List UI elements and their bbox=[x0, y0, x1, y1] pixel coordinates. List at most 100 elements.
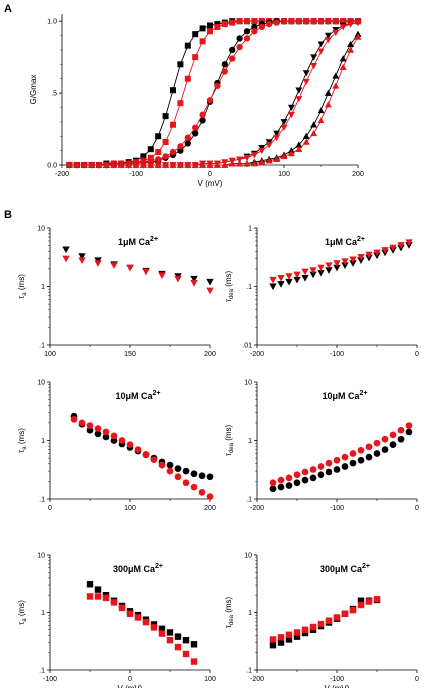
data-point bbox=[285, 482, 293, 489]
data-point bbox=[293, 271, 301, 279]
data-point bbox=[132, 161, 140, 168]
data-point bbox=[184, 134, 191, 141]
data-point bbox=[287, 104, 295, 111]
fit-line-black-triangle-up bbox=[69, 33, 359, 166]
data-point bbox=[229, 46, 236, 54]
y-tick-label: 1 bbox=[41, 284, 45, 291]
data-point bbox=[73, 161, 81, 168]
data-point bbox=[273, 19, 280, 26]
data-point bbox=[155, 156, 162, 163]
x-tick-label: -200 bbox=[250, 351, 264, 358]
data-point bbox=[206, 473, 214, 481]
data-point bbox=[349, 606, 357, 614]
data-point bbox=[295, 141, 303, 148]
data-point bbox=[155, 149, 162, 156]
data-point bbox=[285, 636, 293, 643]
series-red-square bbox=[269, 596, 381, 643]
data-point bbox=[389, 431, 397, 439]
data-point bbox=[317, 471, 325, 479]
data-point bbox=[295, 96, 303, 103]
data-point bbox=[285, 273, 293, 280]
data-point bbox=[62, 255, 70, 263]
y-axis-label: τdea (ms) bbox=[224, 596, 235, 628]
data-point bbox=[258, 158, 266, 165]
data-point bbox=[285, 631, 293, 638]
data-point bbox=[236, 160, 244, 167]
data-point bbox=[317, 620, 325, 628]
y-tick-label: 10 bbox=[37, 226, 45, 233]
series-red-square bbox=[86, 593, 198, 665]
data-point bbox=[190, 470, 198, 478]
x-tick-label: 0 bbox=[415, 676, 419, 683]
x-tick-label: 200 bbox=[352, 171, 364, 178]
data-point bbox=[349, 450, 357, 457]
data-point bbox=[287, 111, 295, 119]
data-point bbox=[70, 415, 78, 423]
data-point bbox=[354, 33, 362, 40]
data-point bbox=[78, 419, 86, 427]
data-point bbox=[325, 267, 333, 274]
data-point bbox=[373, 596, 381, 603]
data-point bbox=[332, 18, 339, 25]
data-point bbox=[258, 23, 265, 31]
x-tick-label: 200 bbox=[204, 505, 216, 512]
data-point bbox=[373, 439, 381, 447]
data-point bbox=[295, 145, 303, 152]
data-point bbox=[277, 476, 285, 484]
data-point bbox=[162, 153, 169, 160]
data-point bbox=[199, 161, 207, 168]
data-point bbox=[166, 636, 174, 644]
data-point bbox=[243, 160, 251, 167]
data-point bbox=[317, 463, 325, 470]
data-point bbox=[324, 37, 332, 44]
data-point bbox=[309, 623, 317, 631]
data-point bbox=[302, 70, 310, 77]
data-point bbox=[174, 633, 182, 640]
data-point bbox=[333, 264, 341, 272]
data-point bbox=[332, 29, 340, 37]
data-point bbox=[158, 461, 166, 469]
data-point bbox=[147, 161, 155, 168]
data-point bbox=[365, 443, 373, 451]
data-point bbox=[102, 428, 110, 436]
y-axis-label: τa (ms) bbox=[17, 428, 28, 453]
data-point bbox=[301, 275, 309, 282]
data-point bbox=[325, 18, 332, 25]
data-point bbox=[310, 121, 318, 128]
data-point bbox=[154, 161, 162, 168]
data-point bbox=[118, 437, 126, 444]
data-point bbox=[339, 63, 347, 70]
data-point bbox=[177, 147, 184, 154]
data-point bbox=[184, 161, 192, 168]
fit-line-red-circle bbox=[69, 20, 358, 166]
data-point bbox=[309, 267, 317, 274]
data-point bbox=[221, 161, 229, 168]
data-point bbox=[293, 471, 301, 479]
data-point bbox=[62, 246, 70, 254]
data-point bbox=[339, 55, 347, 62]
data-point bbox=[162, 138, 169, 145]
chart-b5: -100 0 100 .1 1 10 V (mV) τa (ms) 300μM Ca2+ bbox=[17, 553, 216, 688]
data-point bbox=[86, 426, 94, 434]
data-point bbox=[302, 138, 310, 145]
panel-label-a: A bbox=[4, 3, 12, 15]
data-point bbox=[365, 453, 373, 461]
data-point bbox=[80, 161, 88, 168]
x-tick-label: -100 bbox=[330, 351, 344, 358]
data-point bbox=[317, 18, 325, 25]
series-red-triangle-down bbox=[269, 239, 413, 284]
y-tick-label: 1 bbox=[41, 438, 45, 445]
data-point bbox=[280, 124, 288, 132]
data-point bbox=[150, 456, 158, 464]
chart-b1: 100 150 200 .1 1 10 τa (ms) 1μM Ca2+ bbox=[17, 226, 216, 359]
data-point bbox=[206, 97, 214, 104]
x-tick-label: 100 bbox=[44, 351, 56, 358]
y-tick-label: .5 bbox=[51, 91, 57, 98]
data-point bbox=[166, 461, 174, 469]
data-point bbox=[277, 634, 285, 641]
data-point bbox=[78, 253, 86, 260]
data-point bbox=[182, 467, 190, 475]
x-tick-label: -200 bbox=[55, 171, 69, 178]
series-red-circle bbox=[269, 422, 413, 487]
